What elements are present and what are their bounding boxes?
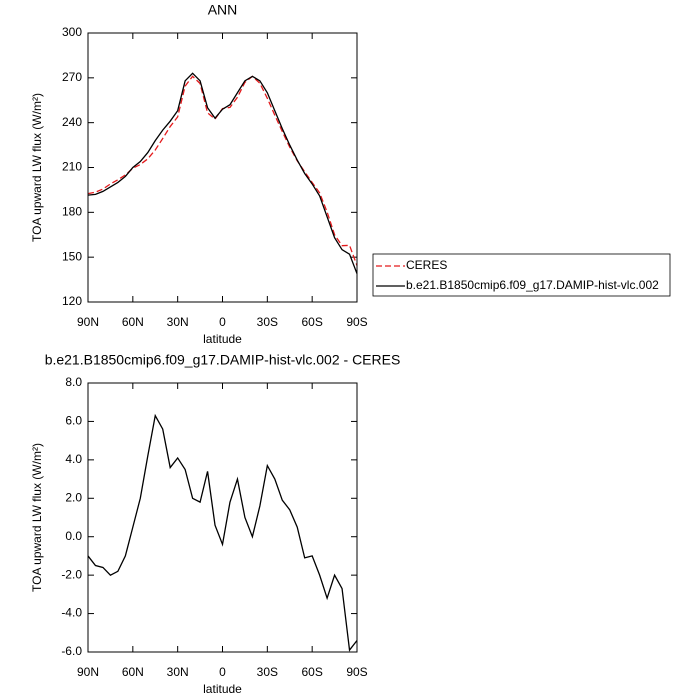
x-tick-label: 0 [219,315,226,329]
data-line [87,75,358,266]
x-tick-label: 30N [167,315,189,329]
x-tick-label: 90N [77,665,99,679]
y-tick-label: 8.0 [65,375,82,389]
x-tick-label: 60S [301,665,322,679]
x-tick-label: 90N [77,315,99,329]
y-tick-label: 300 [62,25,82,39]
legend-box [372,253,671,297]
y-tick-label: 6.0 [65,414,82,428]
y-tick-label: -2.0 [61,567,82,581]
chart-title: b.e21.B1850cmip6.f09_g17.DAMIP-hist-vlc.… [45,352,401,368]
x-tick-label: 30S [257,665,278,679]
x-tick-label: 30S [257,315,278,329]
x-tick-label: 30N [167,665,189,679]
legend-label: CERES [406,258,447,272]
x-tick-label: 60S [301,315,322,329]
chart-title: ANN [208,2,238,18]
y-tick-label: 4.0 [65,452,82,466]
y-axis-label: TOA upward LW flux (W/m²) [30,443,44,592]
data-line [87,72,358,274]
y-axis-label: TOA upward LW flux (W/m²) [30,93,44,242]
x-axis-label: latitude [203,332,242,346]
y-tick-label: 150 [62,249,82,263]
y-tick-label: 120 [62,294,82,308]
x-tick-label: 90S [346,315,367,329]
x-tick-label: 0 [219,665,226,679]
y-tick-label: 2.0 [65,490,82,504]
x-tick-label: 90S [346,665,367,679]
x-axis-label: latitude [203,682,242,696]
data-line [87,413,358,652]
plot-frame [87,32,358,303]
y-tick-label: -4.0 [61,606,82,620]
legend-label: b.e21.B1850cmip6.f09_g17.DAMIP-hist-vlc.… [406,278,659,292]
y-tick-label: 180 [62,205,82,219]
x-tick-label: 60N [122,315,144,329]
x-tick-label: 60N [122,665,144,679]
y-tick-label: 210 [62,160,82,174]
y-tick-label: 240 [62,115,82,129]
y-tick-label: -6.0 [61,644,82,658]
y-tick-label: 270 [62,70,82,84]
plot-frame [87,382,358,653]
y-tick-label: 0.0 [65,529,82,543]
